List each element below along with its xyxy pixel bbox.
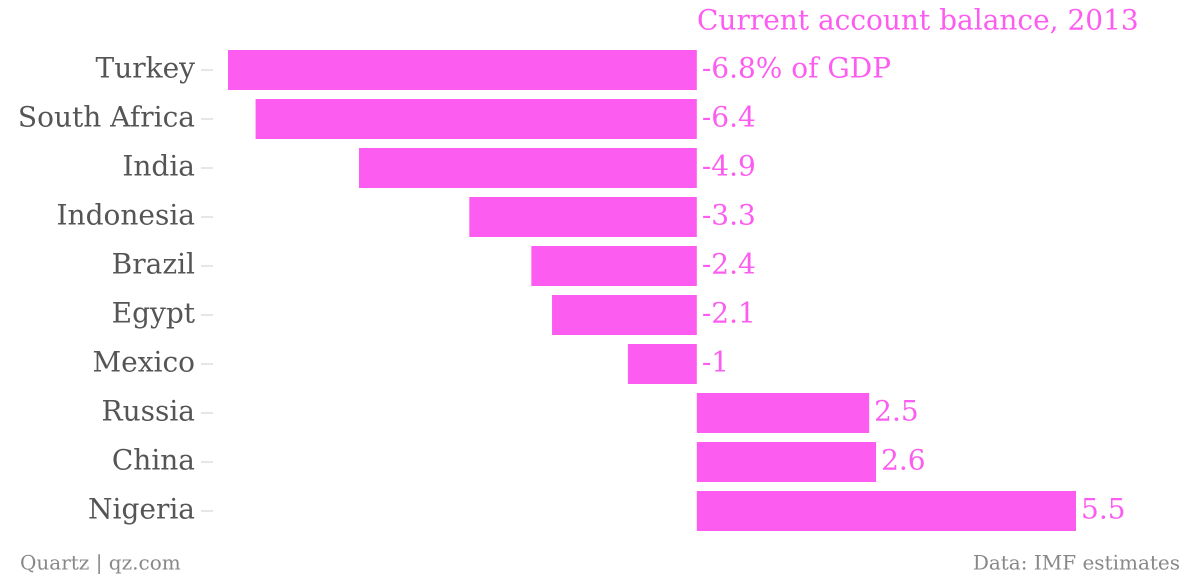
bar xyxy=(696,442,877,482)
y-tick-label: Egypt xyxy=(112,297,196,330)
value-label: -4.9 xyxy=(702,150,756,183)
bar xyxy=(255,99,697,139)
value-label: -1 xyxy=(702,346,729,379)
y-tick-label: South Africa xyxy=(18,101,195,134)
value-label: -2.4 xyxy=(702,248,756,281)
y-tick-label: Turkey xyxy=(96,52,196,85)
y-tick-label: China xyxy=(112,444,195,477)
bar xyxy=(531,246,697,286)
value-label: -6.4 xyxy=(702,101,756,134)
chart-title: Current account balance, 2013 xyxy=(697,4,1139,37)
bar xyxy=(228,50,697,90)
bar xyxy=(696,393,870,433)
bar xyxy=(627,344,697,384)
bar xyxy=(552,295,697,335)
value-label: 2.5 xyxy=(874,395,919,428)
value-label: 2.6 xyxy=(881,444,926,477)
y-tick-label: Nigeria xyxy=(88,493,195,526)
bar xyxy=(696,491,1076,531)
source: Data: IMF estimates xyxy=(973,551,1180,575)
y-tick-label: Mexico xyxy=(92,346,195,379)
bar xyxy=(469,197,697,237)
y-tick-label: Russia xyxy=(101,395,195,428)
y-tick-label: Indonesia xyxy=(57,199,196,232)
credit: Quartz | qz.com xyxy=(20,551,181,576)
bar xyxy=(358,148,697,188)
value-label: -2.1 xyxy=(702,297,756,330)
value-label: -3.3 xyxy=(702,199,756,232)
y-tick-label: India xyxy=(122,150,195,183)
y-tick-label: Brazil xyxy=(112,248,195,281)
value-label: -6.8% of GDP xyxy=(702,52,891,85)
value-label: 5.5 xyxy=(1081,493,1126,526)
